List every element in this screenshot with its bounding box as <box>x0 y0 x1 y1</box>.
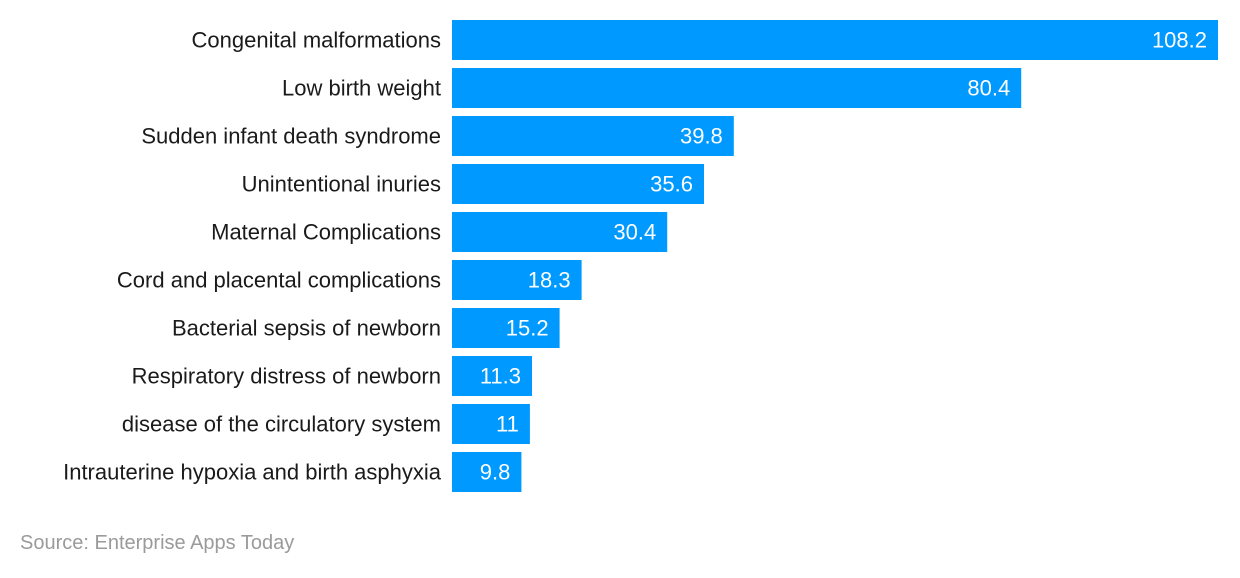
value-label: 9.8 <box>480 460 511 485</box>
source-note: Source: Enterprise Apps Today <box>20 532 295 554</box>
bar <box>452 260 582 300</box>
category-label: Congenital malformations <box>192 28 441 53</box>
value-label: 108.2 <box>1152 28 1207 53</box>
category-label: Low birth weight <box>282 76 441 101</box>
bars-group <box>452 20 1218 492</box>
bar <box>452 212 668 252</box>
category-label: Unintentional inuries <box>242 172 441 197</box>
value-label: 30.4 <box>613 220 656 245</box>
bar <box>452 164 704 204</box>
category-label: Bacterial sepsis of newborn <box>172 316 441 341</box>
bar <box>452 308 560 348</box>
bar <box>452 356 532 396</box>
category-labels-group: Congenital malformations Low birth weight… <box>63 28 442 485</box>
value-label: 15.2 <box>506 316 549 341</box>
value-label: 11 <box>496 412 519 437</box>
value-label: 11.3 <box>480 364 521 389</box>
category-label: disease of the circulatory system <box>122 412 441 437</box>
bar <box>452 404 530 444</box>
bar <box>452 68 1022 108</box>
category-label: Intrauterine hypoxia and birth asphyxia <box>63 460 442 485</box>
category-label: Maternal Complications <box>211 220 441 245</box>
bar <box>452 20 1218 60</box>
value-labels-group: 108.2 80.4 39.8 35.6 30.4 18.3 15.2 11.3 11 9.8 <box>480 28 1207 485</box>
value-label: 80.4 <box>967 76 1010 101</box>
bar <box>452 116 734 156</box>
category-label: Sudden infant death syndrome <box>141 124 441 149</box>
value-label: 18.3 <box>528 268 571 293</box>
value-label: 39.8 <box>680 124 723 149</box>
category-label: Cord and placental complications <box>117 268 441 293</box>
bar <box>452 452 522 492</box>
value-label: 35.6 <box>650 172 693 197</box>
category-label: Respiratory distress of newborn <box>132 364 441 389</box>
